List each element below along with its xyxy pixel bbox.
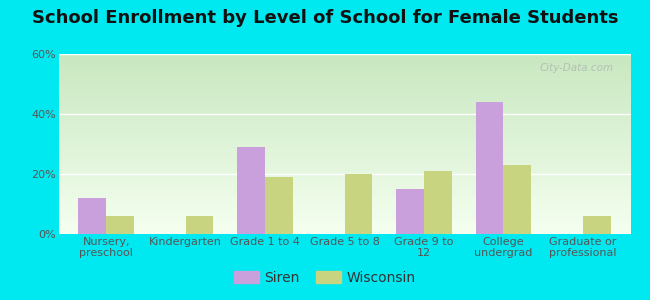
- Bar: [396, 189, 424, 234]
- Text: City-Data.com: City-Data.com: [540, 63, 614, 73]
- Bar: [186, 216, 213, 234]
- Bar: [265, 177, 293, 234]
- Legend: Siren, Wisconsin: Siren, Wisconsin: [228, 265, 422, 290]
- Bar: [237, 147, 265, 234]
- Bar: [344, 174, 372, 234]
- Bar: [583, 216, 610, 234]
- Text: School Enrollment by Level of School for Female Students: School Enrollment by Level of School for…: [32, 9, 618, 27]
- Bar: [476, 102, 503, 234]
- Bar: [79, 198, 106, 234]
- Bar: [424, 171, 452, 234]
- Bar: [503, 165, 531, 234]
- Bar: [106, 216, 134, 234]
